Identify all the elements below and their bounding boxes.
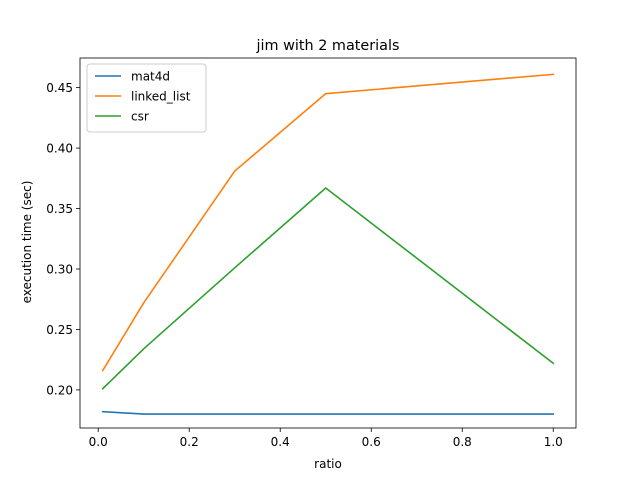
series-layer (101, 73, 555, 415)
y-tick-label: 0.35 (46, 202, 73, 216)
x-tick-label: 0.4 (271, 435, 290, 449)
series-line-mat4d (101, 410, 555, 415)
y-tick-label: 0.40 (46, 142, 73, 156)
series-line-csr (101, 187, 555, 390)
x-axis-label: ratio (314, 457, 342, 471)
chart-title: jim with 2 materials (256, 38, 400, 54)
y-axis-label: execution time (sec) (20, 181, 34, 304)
y-tick-label: 0.30 (46, 262, 73, 276)
legend-label-csr: csr (131, 110, 149, 124)
axis-ticks: 0.0 0.2 0.4 0.6 0.8 1.0 0.20 0.25 0.30 0.35 0.40 0.… (46, 81, 563, 449)
x-tick-label: 0.6 (362, 435, 381, 449)
x-tick-label: 0.0 (89, 435, 108, 449)
y-tick-label: 0.25 (46, 323, 73, 337)
series-line-linked_list (101, 73, 555, 372)
x-tick-label: 0.2 (180, 435, 199, 449)
y-tick-label: 0.45 (46, 81, 73, 95)
x-tick-label: 1.0 (544, 435, 563, 449)
x-tick-label: 0.8 (453, 435, 472, 449)
y-tick-label: 0.20 (46, 383, 73, 397)
legend-box (86, 63, 207, 133)
plot-frame (79, 57, 577, 429)
legend-label-linked_list: linked_list (131, 90, 191, 104)
legend-label-mat4d: mat4d (131, 70, 170, 84)
